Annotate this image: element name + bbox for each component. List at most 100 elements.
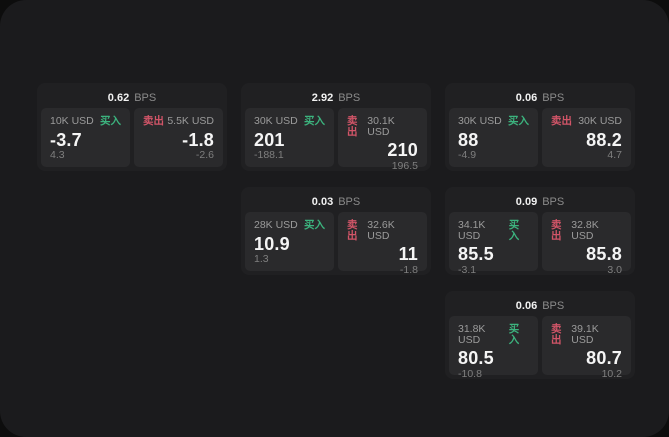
sell-top-row: 卖出 30K USD [551, 116, 622, 127]
sell-sub-value: -1.8 [399, 263, 418, 276]
buy-quote-panel[interactable]: 31.8K USD 买入 80.5 -10.8 [449, 316, 538, 379]
quote-card: 0.06 BPS 30K USD 买入 88 -4.9 卖出 30K USD 8… [445, 83, 635, 171]
buy-side-label: 买入 [304, 219, 325, 231]
sell-size-label: 30K USD [578, 115, 622, 127]
buy-price: 201 [254, 129, 285, 150]
card-body: 31.8K USD 买入 80.5 -10.8 卖出 39.1K USD 80.… [449, 316, 631, 379]
sell-top-row: 卖出 32.8K USD [551, 220, 622, 241]
buy-size-label: 30K USD [458, 115, 502, 127]
sell-quote-panel[interactable]: 卖出 32.6K USD 11 -1.8 [338, 212, 427, 275]
bps-value: 0.62 [107, 91, 130, 104]
sell-top-row: 卖出 39.1K USD [551, 324, 622, 345]
buy-top-row: 34.1K USD 买入 [458, 220, 529, 241]
card-header: 0.09 BPS [449, 191, 631, 212]
sell-side-label: 卖出 [347, 115, 358, 138]
sell-sub-value: 4.7 [607, 149, 622, 162]
sell-quote-panel[interactable]: 卖出 5.5K USD -1.8 -2.6 [134, 108, 223, 167]
buy-side-label: 买入 [304, 115, 325, 127]
sell-quote-panel[interactable]: 卖出 39.1K USD 80.7 10.2 [542, 316, 631, 379]
sell-quote-panel[interactable]: 卖出 32.8K USD 85.8 3.0 [542, 212, 631, 275]
quote-grid: 0.62 BPS 10K USD 买入 -3.7 4.3 卖出 5.5K USD… [37, 83, 635, 379]
card-header: 0.06 BPS [449, 87, 631, 108]
sell-size-label: 32.6K USD [367, 219, 395, 242]
sell-quote-panel[interactable]: 卖出 30K USD 88.2 4.7 [542, 108, 631, 167]
card-body: 30K USD 买入 88 -4.9 卖出 30K USD 88.2 4.7 [449, 108, 631, 167]
buy-side-label: 买入 [100, 115, 121, 127]
buy-sub-value: 4.3 [50, 149, 65, 162]
card-body: 28K USD 买入 10.9 1.3 卖出 32.6K USD 11 -1.8 [245, 212, 427, 275]
buy-price: 10.9 [254, 233, 290, 254]
buy-sub-value: 1.3 [254, 253, 269, 266]
buy-quote-panel[interactable]: 30K USD 买入 201 -188.1 [245, 108, 334, 167]
buy-top-row: 10K USD 买入 [50, 116, 121, 127]
sell-size-label: 30.1K USD [367, 115, 395, 138]
buy-size-label: 28K USD [254, 219, 298, 231]
buy-sub-value: -10.8 [458, 367, 482, 380]
buy-quote-panel[interactable]: 34.1K USD 买入 85.5 -3.1 [449, 212, 538, 275]
sell-quote-panel[interactable]: 卖出 30.1K USD 210 196.5 [338, 108, 427, 171]
bps-unit-label: BPS [338, 91, 361, 104]
bps-unit-label: BPS [542, 195, 565, 208]
sell-top-row: 卖出 5.5K USD [143, 116, 214, 127]
sell-sub-value: 3.0 [607, 263, 622, 276]
quote-card: 0.03 BPS 28K USD 买入 10.9 1.3 卖出 32.6K US… [241, 187, 431, 275]
card-header: 2.92 BPS [245, 87, 427, 108]
sell-sub-value: 196.5 [391, 159, 418, 172]
sell-size-label: 39.1K USD [571, 323, 599, 346]
buy-quote-panel[interactable]: 10K USD 买入 -3.7 4.3 [41, 108, 130, 167]
buy-price: 80.5 [458, 348, 494, 368]
buy-sub-value: -188.1 [254, 149, 284, 162]
sell-sub-value: -2.6 [195, 149, 214, 162]
bps-unit-label: BPS [542, 91, 565, 104]
quote-card: 0.06 BPS 31.8K USD 买入 80.5 -10.8 卖出 39.1… [445, 291, 635, 379]
sell-price: 80.7 [586, 348, 622, 368]
bps-unit-label: BPS [542, 299, 565, 312]
sell-side-label: 卖出 [551, 219, 562, 242]
buy-size-label: 30K USD [254, 115, 298, 127]
sell-size-label: 5.5K USD [167, 115, 214, 127]
buy-size-label: 31.8K USD [458, 323, 486, 346]
card-body: 10K USD 买入 -3.7 4.3 卖出 5.5K USD -1.8 -2.… [41, 108, 223, 167]
sell-top-row: 卖出 32.6K USD [347, 220, 418, 241]
buy-top-row: 28K USD 买入 [254, 220, 325, 231]
buy-quote-panel[interactable]: 28K USD 买入 10.9 1.3 [245, 212, 334, 271]
sell-side-label: 卖出 [347, 219, 358, 242]
quote-card: 2.92 BPS 30K USD 买入 201 -188.1 卖出 30.1K … [241, 83, 431, 171]
sell-price: 11 [398, 244, 418, 264]
buy-top-row: 31.8K USD 买入 [458, 324, 529, 345]
buy-size-label: 34.1K USD [458, 219, 486, 242]
sell-price: 85.8 [586, 244, 622, 264]
buy-top-row: 30K USD 买入 [254, 116, 325, 127]
bps-value: 0.06 [515, 91, 538, 104]
card-header: 0.06 BPS [449, 295, 631, 316]
sell-side-label: 卖出 [143, 115, 164, 127]
bps-value: 0.09 [515, 195, 538, 208]
buy-price: -3.7 [50, 129, 82, 150]
card-body: 30K USD 买入 201 -188.1 卖出 30.1K USD 210 1… [245, 108, 427, 171]
sell-side-label: 卖出 [551, 115, 572, 127]
sell-price: 210 [387, 140, 418, 160]
buy-price: 85.5 [458, 244, 494, 264]
sell-side-label: 卖出 [551, 323, 562, 346]
buy-quote-panel[interactable]: 30K USD 买入 88 -4.9 [449, 108, 538, 167]
sell-top-row: 卖出 30.1K USD [347, 116, 418, 137]
card-header: 0.03 BPS [245, 191, 427, 212]
buy-size-label: 10K USD [50, 115, 94, 127]
buy-sub-value: -3.1 [458, 263, 477, 276]
buy-price: 88 [458, 129, 479, 150]
bps-value: 2.92 [311, 91, 334, 104]
quote-card: 0.09 BPS 34.1K USD 买入 85.5 -3.1 卖出 32.8K… [445, 187, 635, 275]
card-header: 0.62 BPS [41, 87, 223, 108]
bps-unit-label: BPS [338, 195, 361, 208]
bps-value: 0.06 [515, 299, 538, 312]
buy-side-label: 买入 [508, 115, 529, 127]
buy-side-label: 买入 [508, 323, 520, 346]
bps-value: 0.03 [311, 195, 334, 208]
sell-size-label: 32.8K USD [571, 219, 599, 242]
sell-sub-value: 10.2 [601, 367, 622, 380]
buy-sub-value: -4.9 [458, 149, 477, 162]
quote-card: 0.62 BPS 10K USD 买入 -3.7 4.3 卖出 5.5K USD… [37, 83, 227, 171]
sell-price: 88.2 [586, 129, 622, 150]
sell-price: -1.8 [182, 129, 214, 150]
